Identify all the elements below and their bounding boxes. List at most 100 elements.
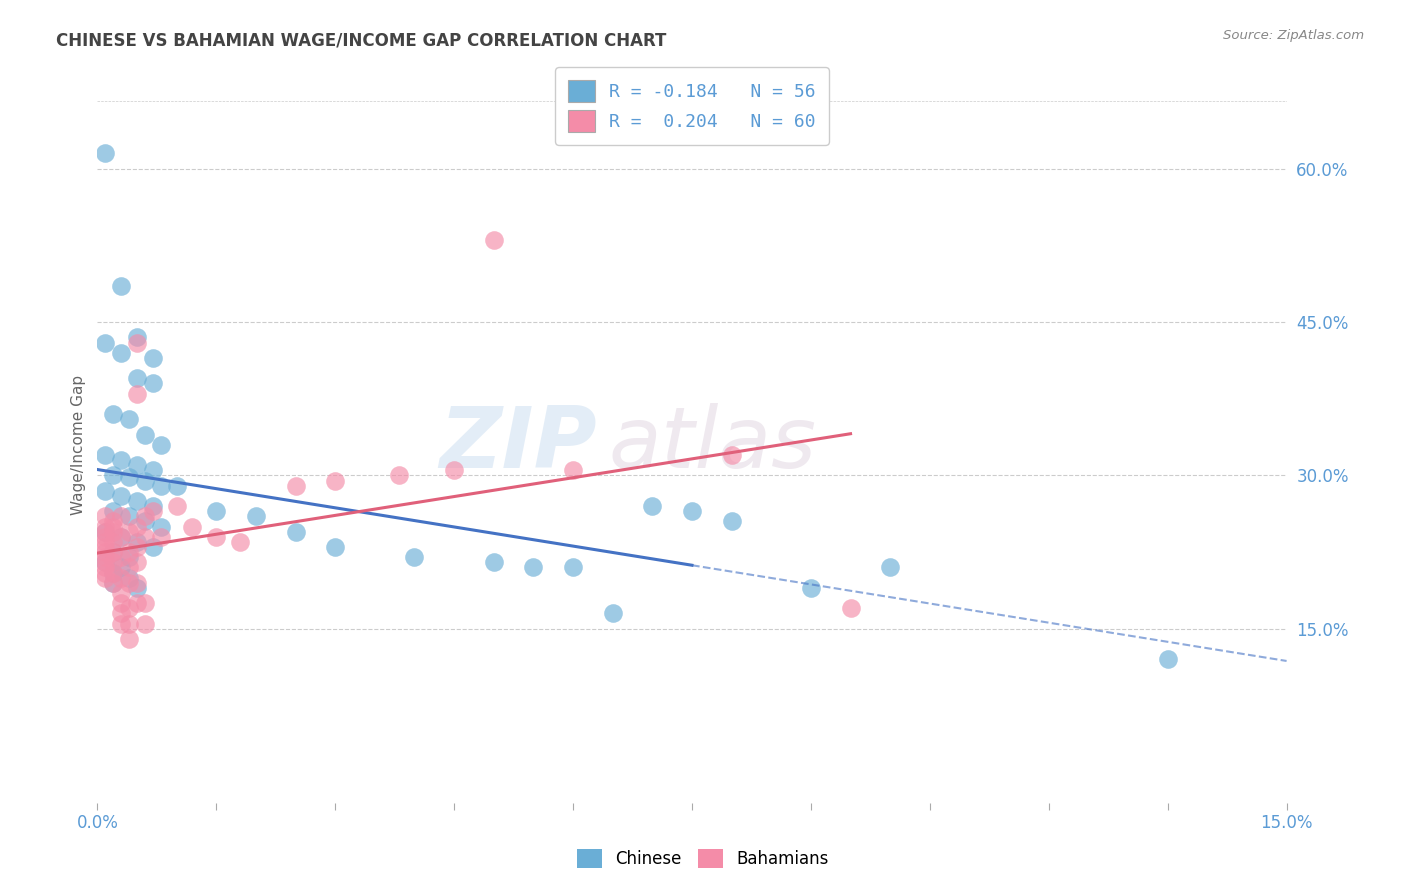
Point — [94, 540, 117, 554]
Point — [94, 448, 117, 462]
Point — [118, 575, 141, 590]
Point — [323, 474, 346, 488]
Point — [118, 632, 141, 646]
Text: Source: ZipAtlas.com: Source: ZipAtlas.com — [1223, 29, 1364, 42]
Point — [103, 504, 125, 518]
Y-axis label: Wage/Income Gap: Wage/Income Gap — [72, 375, 86, 515]
Point — [110, 345, 132, 359]
Point — [134, 616, 156, 631]
Point — [125, 555, 148, 569]
Point — [118, 571, 141, 585]
Point — [125, 494, 148, 508]
Point — [94, 550, 117, 565]
Point — [103, 566, 125, 580]
Point — [134, 530, 156, 544]
Point — [125, 535, 148, 549]
Point — [720, 448, 742, 462]
Point — [125, 581, 148, 595]
Point — [103, 555, 125, 569]
Point — [1156, 652, 1178, 666]
Point — [125, 386, 148, 401]
Point — [103, 566, 125, 580]
Point — [443, 463, 465, 477]
Point — [94, 519, 117, 533]
Point — [103, 575, 125, 590]
Point — [125, 540, 148, 554]
Point — [94, 524, 117, 539]
Point — [562, 560, 585, 574]
Point — [110, 550, 132, 565]
Point — [641, 499, 664, 513]
Point — [134, 515, 156, 529]
Point — [118, 509, 141, 524]
Point — [125, 335, 148, 350]
Point — [110, 453, 132, 467]
Point — [125, 458, 148, 473]
Point — [149, 519, 172, 533]
Point — [110, 596, 132, 610]
Text: CHINESE VS BAHAMIAN WAGE/INCOME GAP CORRELATION CHART: CHINESE VS BAHAMIAN WAGE/INCOME GAP CORR… — [56, 31, 666, 49]
Point — [94, 509, 117, 524]
Point — [94, 555, 117, 569]
Point — [125, 519, 148, 533]
Point — [110, 560, 132, 574]
Point — [103, 468, 125, 483]
Point — [118, 545, 141, 559]
Point — [110, 571, 132, 585]
Point — [134, 596, 156, 610]
Point — [103, 545, 125, 559]
Point — [94, 146, 117, 161]
Point — [94, 560, 117, 574]
Point — [602, 607, 624, 621]
Point — [94, 335, 117, 350]
Point — [142, 540, 165, 554]
Point — [142, 499, 165, 513]
Point — [125, 596, 148, 610]
Point — [323, 540, 346, 554]
Point — [94, 535, 117, 549]
Point — [103, 535, 125, 549]
Point — [142, 463, 165, 477]
Point — [562, 463, 585, 477]
Point — [720, 515, 742, 529]
Point — [118, 550, 141, 565]
Point — [134, 509, 156, 524]
Point — [110, 616, 132, 631]
Point — [94, 545, 117, 559]
Point — [681, 504, 703, 518]
Point — [118, 560, 141, 574]
Point — [103, 545, 125, 559]
Point — [110, 607, 132, 621]
Point — [125, 371, 148, 385]
Point — [118, 412, 141, 426]
Point — [110, 279, 132, 293]
Point — [134, 474, 156, 488]
Point — [166, 499, 188, 513]
Point — [482, 555, 505, 569]
Point — [118, 616, 141, 631]
Point — [110, 489, 132, 503]
Point — [118, 524, 141, 539]
Point — [205, 504, 228, 518]
Point — [134, 427, 156, 442]
Point — [94, 530, 117, 544]
Point — [142, 351, 165, 365]
Point — [142, 376, 165, 391]
Legend: R = -0.184   N = 56, R =  0.204   N = 60: R = -0.184 N = 56, R = 0.204 N = 60 — [555, 68, 828, 145]
Text: atlas: atlas — [609, 403, 817, 486]
Point — [181, 519, 204, 533]
Point — [522, 560, 544, 574]
Point — [229, 535, 252, 549]
Point — [284, 524, 307, 539]
Point — [110, 509, 132, 524]
Text: ZIP: ZIP — [439, 403, 596, 486]
Point — [94, 555, 117, 569]
Point — [103, 575, 125, 590]
Point — [879, 560, 901, 574]
Point — [284, 478, 307, 492]
Point — [166, 478, 188, 492]
Point — [142, 504, 165, 518]
Point — [149, 530, 172, 544]
Point — [118, 470, 141, 484]
Point — [103, 519, 125, 533]
